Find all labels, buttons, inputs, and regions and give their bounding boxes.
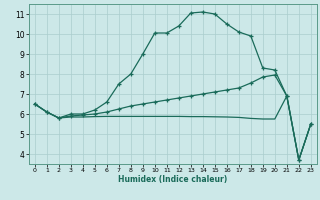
- X-axis label: Humidex (Indice chaleur): Humidex (Indice chaleur): [118, 175, 228, 184]
